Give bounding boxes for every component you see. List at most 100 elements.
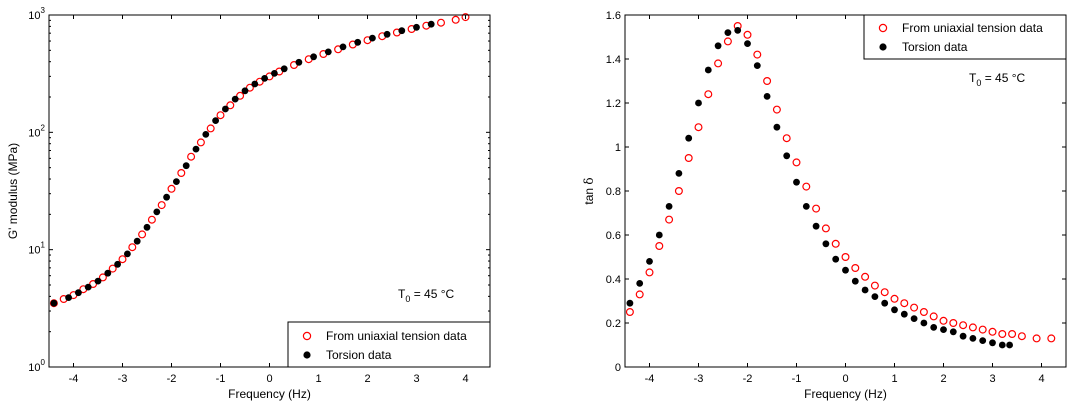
torsion-data-point (871, 293, 879, 300)
torsion-data-point (251, 80, 259, 88)
uniaxial-data-point (723, 37, 732, 46)
x-tick-label: 3 (989, 373, 995, 385)
x-tick-label: 2 (364, 373, 370, 385)
uniaxial-data-point (451, 15, 460, 24)
uniaxial-data-point (655, 242, 664, 251)
uniaxial-data-point (704, 90, 713, 99)
uniaxial-data-point (196, 138, 205, 147)
x-tick-label: -1 (216, 373, 226, 385)
x-tick-label: -3 (118, 373, 128, 385)
uniaxial-data-point (988, 327, 997, 336)
y-tick-label: 1.4 (606, 54, 621, 66)
y-tick-label-exponent: 0 (41, 358, 46, 367)
y-tick-label: 1 (615, 142, 621, 154)
torsion-data-point (202, 131, 210, 138)
torsion-data-point (979, 337, 987, 344)
uniaxial-data-point (870, 281, 879, 290)
torsion-data-point (802, 203, 810, 210)
uniaxial-data-point (998, 330, 1007, 339)
legend-label-uniaxial: From uniaxial tension data (326, 329, 467, 343)
annotation-subscript: 0 (976, 78, 981, 88)
uniaxial-data-point (625, 308, 634, 317)
uniaxial-data-point (157, 201, 166, 210)
y-tick-label: 1.2 (606, 98, 621, 110)
uniaxial-data-point (1047, 334, 1056, 343)
torsion-data-point (324, 48, 332, 56)
uniaxial-data-point (187, 152, 196, 161)
y-tick-label: 0.2 (606, 318, 621, 330)
torsion-data-point (704, 66, 712, 74)
uniaxial-data-point (910, 303, 919, 312)
y-tick-label: 0.8 (606, 186, 621, 198)
torsion-data-point (734, 27, 742, 34)
torsion-data-point (969, 335, 977, 342)
torsion-data-point (231, 95, 239, 103)
y-tick-label-exponent: 2 (41, 123, 46, 132)
uniaxial-data-point (167, 184, 176, 193)
y-tick-label: 103 (28, 6, 45, 22)
torsion-data-point (646, 258, 653, 265)
uniaxial-data-point (772, 105, 781, 114)
torsion-data-point (65, 294, 72, 301)
torsion-data-point (744, 40, 751, 47)
torsion-data-point (900, 310, 908, 318)
torsion-data-point (75, 289, 82, 297)
torsion-data-point (354, 38, 362, 46)
legend-open-circle-marker (878, 23, 888, 33)
y-tick-label: 0 (615, 362, 621, 374)
uniaxial-data-point (645, 268, 654, 277)
x-tick-label: 2 (940, 373, 946, 385)
torsion-data-point (173, 178, 180, 186)
torsion-data-point (773, 123, 781, 131)
uniaxial-data-point (177, 169, 186, 178)
uniaxial-data-point (880, 288, 889, 297)
y-tick-label: 101 (28, 241, 45, 257)
torsion-data-point (339, 43, 347, 51)
uniaxial-data-point (743, 30, 752, 39)
uniaxial-data-point (1017, 332, 1026, 341)
torsion-data-point (413, 23, 420, 31)
torsion-data-point (861, 286, 869, 294)
uniaxial-data-point (831, 239, 840, 248)
y-tick-label: 0.6 (606, 230, 621, 242)
torsion-data-point (153, 208, 161, 216)
x-tick-label: 1 (891, 373, 897, 385)
x-tick-label: 4 (462, 373, 468, 385)
y-tick-label: 100 (28, 358, 45, 374)
annotation-rest: = 45 °C (410, 287, 454, 301)
uniaxial-data-point (929, 312, 938, 321)
uniaxial-data-point (949, 319, 958, 328)
y-tick-label-exponent: 1 (41, 241, 46, 250)
torsion-data-point (182, 162, 190, 170)
torsion-data-point (695, 99, 702, 107)
legend-filled-circle-marker (303, 351, 311, 359)
uniaxial-data-point (226, 101, 235, 110)
torsion-data-point (832, 255, 840, 263)
uniaxial-data-point (821, 224, 830, 233)
torsion-data-point (114, 260, 121, 268)
tan-delta-tick-layer: -4 -3 -2 -1 0 1 2 3 4 0 0.2 0.4 0.6 0.8 1 1.2 1.4 1.6 (606, 10, 1066, 385)
torsion-data-point (241, 87, 249, 95)
tan-delta-y-axis-label: tan δ (582, 177, 596, 204)
torsion-data-point (124, 250, 131, 258)
uniaxial-data-point (1032, 334, 1041, 343)
uniaxial-data-point (900, 299, 909, 308)
uniaxial-data-point (684, 154, 693, 163)
legend-label-uniaxial: From uniaxial tension data (902, 21, 1043, 35)
torsion-data-point (665, 203, 673, 210)
y-tick-label: 0.4 (606, 274, 621, 286)
x-tick-label: 3 (413, 373, 419, 385)
annotation-main: T (969, 71, 977, 85)
torsion-data-point (94, 277, 102, 285)
torsion-data-point (261, 75, 268, 82)
torsion-data-point (212, 117, 220, 124)
torsion-data-point (685, 134, 693, 142)
torsion-data-point (930, 324, 938, 331)
tan-delta-temperature-annotation: T0 = 45 °C (969, 71, 1026, 88)
torsion-data-point (104, 269, 112, 277)
torsion-data-point (383, 30, 391, 38)
x-tick-label: -4 (645, 373, 655, 385)
uniaxial-data-point (1008, 330, 1017, 339)
uniaxial-data-point (245, 83, 254, 92)
